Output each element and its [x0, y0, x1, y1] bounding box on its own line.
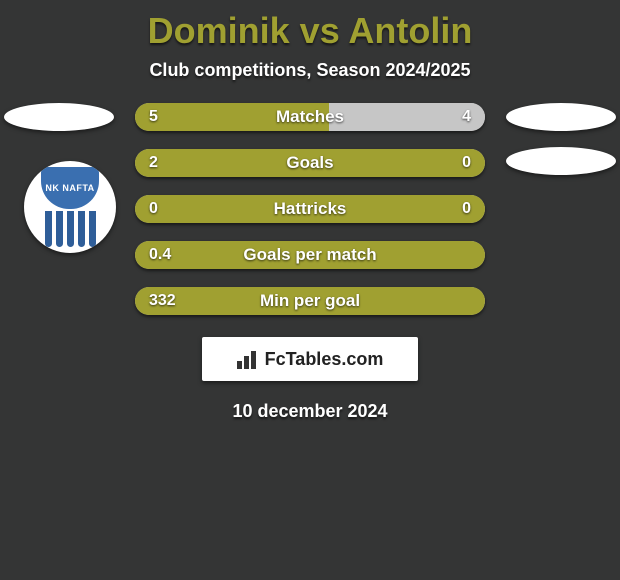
stat-label: Goals per match — [243, 245, 376, 265]
club-stripes-icon — [35, 211, 105, 247]
player-left-placeholder-icon — [4, 103, 114, 131]
stat-value-left: 5 — [149, 108, 158, 126]
stat-value-left: 2 — [149, 154, 158, 172]
club-logo-left: NK NAFTA — [24, 161, 116, 253]
stat-label: Min per goal — [260, 291, 360, 311]
stat-row: 0 0 Hattricks — [135, 195, 485, 223]
date: 10 december 2024 — [0, 401, 620, 422]
title: Dominik vs Antolin — [0, 10, 620, 52]
club-right-placeholder-icon — [506, 147, 616, 175]
stat-label: Hattricks — [274, 199, 347, 219]
brand-box[interactable]: FcTables.com — [202, 337, 418, 381]
club-shield-text: NK NAFTA — [45, 183, 94, 193]
stat-row: 5 4 Matches — [135, 103, 485, 131]
stat-rows: 5 4 Matches 2 0 Goals 0 0 Hattricks 0.4 Goals per … — [135, 103, 485, 315]
stat-value-left: 0 — [149, 200, 158, 218]
brand-chart-icon — [237, 349, 259, 369]
stat-label: Matches — [276, 107, 344, 127]
club-shield-icon: NK NAFTA — [41, 167, 99, 209]
comparison-card: Dominik vs Antolin Club competitions, Se… — [0, 0, 620, 580]
stat-value-right: 4 — [462, 108, 471, 126]
stat-label: Goals — [286, 153, 333, 173]
stat-row: 332 Min per goal — [135, 287, 485, 315]
stats-area: NK NAFTA 5 4 Matches 2 0 Goals 0 0 Hattricks 0.4 G… — [0, 103, 620, 315]
stat-value-left: 0.4 — [149, 246, 171, 264]
stat-value-right: 0 — [462, 200, 471, 218]
brand-text: FcTables.com — [265, 349, 384, 370]
stat-row: 2 0 Goals — [135, 149, 485, 177]
player-right-placeholder-icon — [506, 103, 616, 131]
subtitle: Club competitions, Season 2024/2025 — [0, 60, 620, 81]
stat-value-left: 332 — [149, 292, 176, 310]
stat-value-right: 0 — [462, 154, 471, 172]
stat-row: 0.4 Goals per match — [135, 241, 485, 269]
